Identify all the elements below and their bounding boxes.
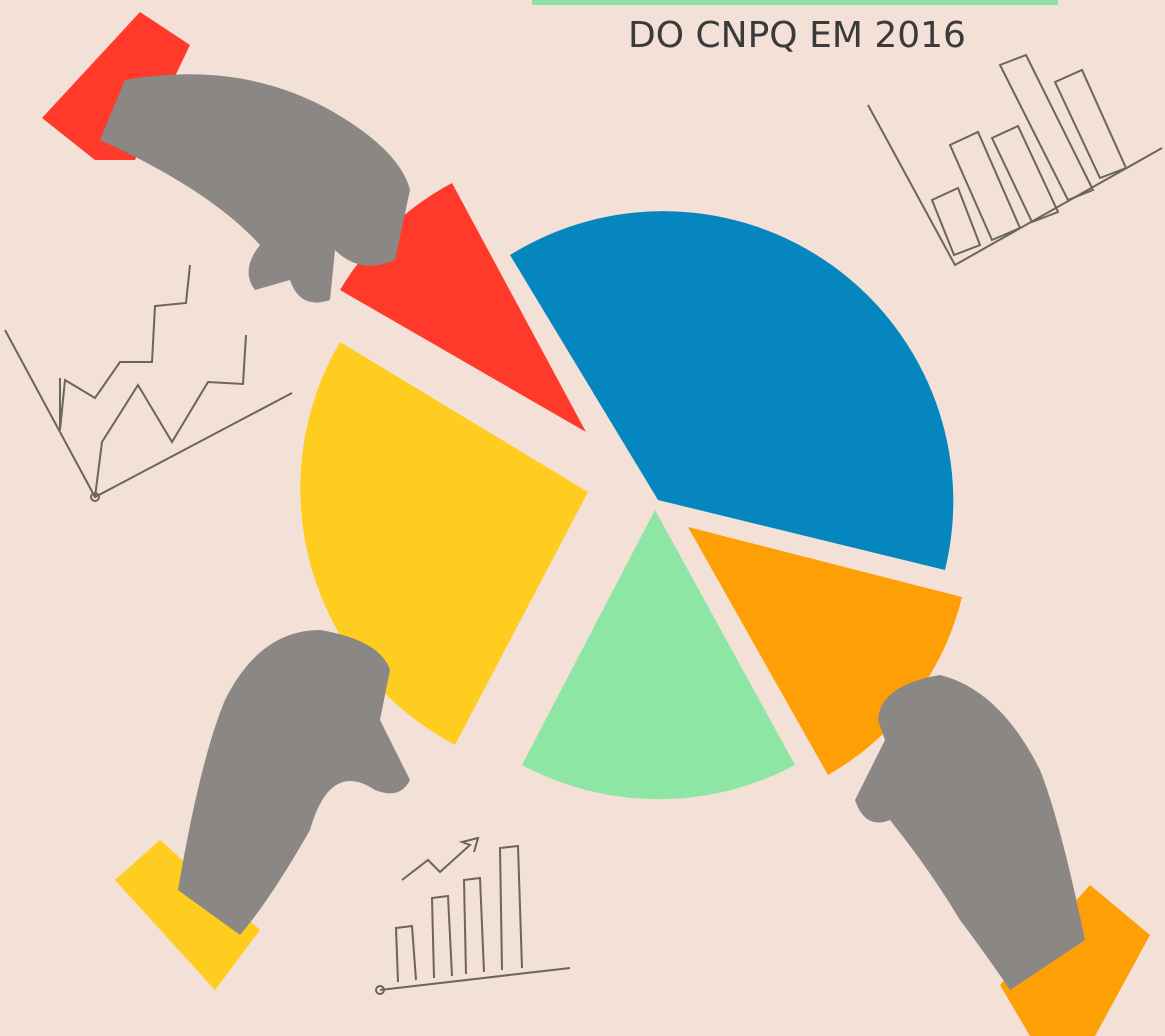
pie-slice-blue (510, 211, 954, 570)
bar-doodle (867, 53, 1163, 267)
cuff-red (42, 12, 190, 160)
pie-slice-yellow (300, 342, 588, 745)
cuff-orange (1000, 885, 1150, 1036)
title: DO CNPQ EM 2016 (628, 15, 966, 56)
hand-bottom-right (855, 675, 1085, 990)
hand-top-left (100, 74, 410, 303)
cuff-yellow (115, 840, 260, 990)
title-bar (532, 0, 1058, 5)
line-doodle (4, 264, 293, 502)
small-bar-doodle (375, 836, 571, 995)
hand-bottom-left (178, 630, 410, 935)
pie-slice-green (522, 510, 795, 800)
pie-slice-red (340, 183, 586, 432)
